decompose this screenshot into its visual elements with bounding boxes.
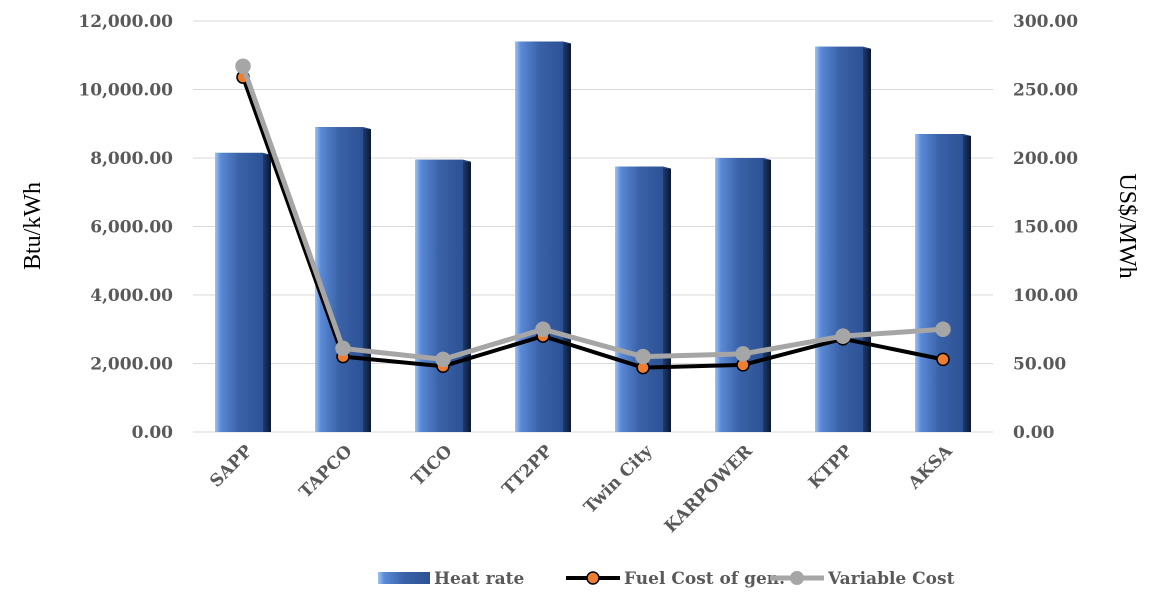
series-point [935,321,951,337]
series-point [635,348,651,365]
legend-marker [586,571,600,585]
bar-side [863,46,871,432]
series-point [936,352,950,367]
y2-axis-title: US$/MWh [1114,173,1140,278]
bar-side [663,166,671,432]
x-tick-label: TICO [408,441,457,490]
series-point [235,58,251,74]
y-axis-title: Btu/kWh [20,182,46,270]
legend-label: Fuel Cost of gen. [624,569,785,589]
heat-rate-bar [915,134,971,432]
y2-tick-label: 100.00 [1013,286,1078,306]
y2-tick-label: 250.00 [1013,81,1078,101]
left-axis-ticks: 0.00 2,000.00 4,000.00 6,000.00 8,000.00 10,0… [78,12,173,443]
bar-side [463,159,471,432]
bar-side [563,41,571,433]
bar-front [615,166,663,432]
y-tick-label: 4,000.00 [90,286,173,306]
x-tick-label: KTPP [805,441,857,493]
heat-rate-bars [215,41,971,433]
x-tick-label: TAPCO [296,441,357,502]
y2-tick-label: 300.00 [1013,12,1078,32]
legend: Heat rate Fuel Cost of gen. Variable Cost [378,569,955,589]
series-point [335,340,351,357]
heat-rate-bar [515,41,571,433]
legend-swatch [378,572,430,584]
y-tick-label: 6,000.00 [90,218,173,238]
series-line [241,76,944,370]
heat-rate-bar [415,159,471,432]
bar-side [763,158,771,432]
heat-rate-bar [215,152,271,433]
heat-rate-bar [315,127,371,433]
y-tick-label: 12,000.00 [78,12,173,32]
legend-item: Variable Cost [770,569,955,589]
bar-side [263,152,271,433]
series-point [735,346,751,362]
bar-front [515,41,563,433]
y2-tick-label: 200.00 [1013,149,1078,169]
heat-rate-bar [815,46,871,432]
bar-front [215,152,263,433]
gridlines [193,20,993,433]
bar-front [315,127,363,433]
bar-side [963,134,971,432]
legend-item: Heat rate [378,569,524,589]
heat-rate-bar [615,166,671,432]
right-axis-ticks: 0.00 50.00 100.00 150.00 200.00 250.00 300.00 [1013,12,1078,443]
heat-rate-bar [715,158,771,432]
y-tick-label: 8,000.00 [90,149,173,169]
bar-side [363,127,371,433]
y2-tick-label: 150.00 [1013,218,1078,238]
y-tick-label: 0.00 [132,423,174,443]
y-tick-label: 10,000.00 [78,81,173,101]
series-point [435,351,451,368]
legend-item: Fuel Cost of gen. [566,569,785,589]
x-tick-label: TT2PP [498,441,556,499]
x-tick-label: AKSA [904,441,957,494]
legend-label: Variable Cost [827,569,955,589]
bar-front [715,158,763,432]
legend-label: Heat rate [434,569,524,589]
x-tick-label: Twin City [580,441,657,518]
x-tick-label: KARPOWER [661,441,757,537]
x-tick-label: SAPP [206,441,256,491]
y-tick-label: 2,000.00 [90,355,173,375]
series-point [835,328,851,344]
bar-front [915,134,963,432]
bar-front [415,159,463,432]
bar-front [815,46,863,432]
legend-marker [790,571,804,585]
y2-tick-label: 50.00 [1013,355,1066,375]
series-line [240,65,944,362]
category-axis-labels: SAPP TAPCO TICO TT2PP Twin City KARPOWER KTPP A… [206,441,957,537]
cost-lines [235,58,951,375]
series-point [535,321,551,337]
y2-tick-label: 0.00 [1013,423,1055,443]
